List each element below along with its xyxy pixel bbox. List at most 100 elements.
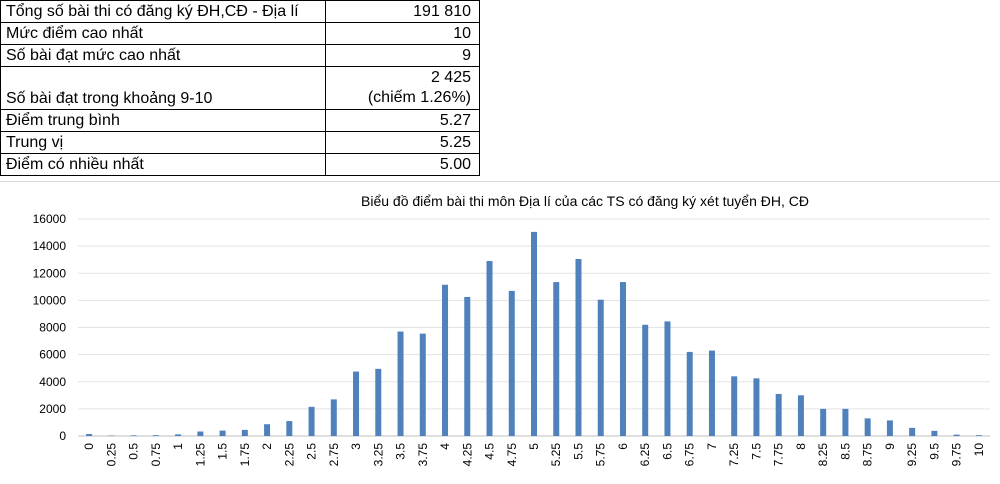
- chart-area: Biểu đồ điểm bài thi môn Địa lí của các …: [0, 181, 1000, 484]
- x-tick-label: 10: [972, 443, 986, 457]
- x-tick-label: 3.75: [416, 443, 430, 467]
- x-tick-label: 4.25: [460, 443, 474, 467]
- bar: [442, 284, 449, 436]
- y-tick-label: 0: [59, 429, 66, 443]
- y-tick-label: 2000: [39, 402, 66, 416]
- bar: [619, 282, 626, 436]
- bar: [353, 371, 360, 436]
- bar: [775, 393, 782, 436]
- x-tick-label: 6.5: [660, 443, 674, 460]
- bar: [842, 408, 849, 436]
- stats-row: Trung vị 5.25: [0, 131, 480, 154]
- x-tick-label: 6: [616, 443, 630, 450]
- x-tick-label: 7.5: [749, 443, 763, 460]
- x-tick-label: 8: [794, 443, 808, 450]
- bar-chart: Biểu đồ điểm bài thi môn Địa lí của các …: [33, 193, 990, 467]
- x-tick-label: 2.75: [327, 443, 341, 467]
- stats-label: Mức điểm cao nhất: [0, 22, 326, 45]
- stats-label: Điểm trung bình: [0, 109, 326, 132]
- bar: [797, 395, 804, 436]
- y-tick-label: 10000: [33, 293, 67, 307]
- bar: [553, 282, 560, 436]
- bar: [975, 435, 982, 436]
- bar: [375, 368, 382, 436]
- stats-label: Tổng số bài thi có đăng ký ĐH,CĐ - Địa l…: [0, 0, 326, 23]
- bar: [264, 424, 271, 436]
- bar: [241, 429, 248, 436]
- y-tick-label: 8000: [39, 321, 66, 335]
- bar: [86, 433, 93, 436]
- x-tick-label: 2.5: [305, 443, 319, 460]
- chart-title: Biểu đồ điểm bài thi môn Địa lí của các …: [361, 193, 809, 209]
- x-tick-label: 8.5: [838, 443, 852, 460]
- x-tick-label: 9.75: [950, 443, 964, 467]
- x-tick-label: 0.75: [149, 443, 163, 467]
- stats-row: Tổng số bài thi có đăng ký ĐH,CĐ - Địa l…: [0, 0, 480, 23]
- stats-row: Điểm có nhiều nhất 5.00: [0, 153, 480, 176]
- x-tick-label: 9.5: [927, 443, 941, 460]
- bar: [664, 321, 671, 436]
- bar: [886, 420, 893, 436]
- x-tick-label: 4.5: [483, 443, 497, 460]
- x-tick-label: 6.75: [683, 443, 697, 467]
- bar: [219, 430, 226, 436]
- bar: [575, 259, 582, 436]
- stats-value: 2 425 (chiếm 1.26%): [325, 66, 480, 110]
- stats-value: 5.25: [325, 131, 480, 154]
- x-tick-label: 6.25: [638, 443, 652, 467]
- bar: [731, 376, 738, 436]
- bar: [197, 431, 204, 436]
- bar: [642, 324, 649, 436]
- stats-value-count: 2 425: [430, 69, 471, 86]
- x-tick-label: 1: [171, 443, 185, 450]
- x-tick-label: 9.25: [905, 443, 919, 467]
- stats-label: Trung vị: [0, 131, 326, 154]
- stats-label: Số bài đạt mức cao nhất: [0, 44, 326, 67]
- y-tick-label: 4000: [39, 375, 66, 389]
- bar: [175, 434, 182, 436]
- bar: [464, 296, 471, 436]
- x-tick-label: 3.5: [394, 443, 408, 460]
- stats-value: 5.27: [325, 109, 480, 132]
- y-tick-label: 16000: [33, 212, 67, 226]
- stats-label: Số bài đạt trong khoảng 9-10: [0, 66, 326, 110]
- bar: [286, 421, 293, 436]
- stats-row: Số bài đạt trong khoảng 9-10 2 425 (chiế…: [0, 66, 480, 110]
- bar: [753, 378, 760, 436]
- x-tick-label: 0: [82, 443, 96, 450]
- stats-row: Số bài đạt mức cao nhất 9: [0, 44, 480, 67]
- bar: [909, 427, 916, 436]
- bar: [597, 299, 604, 436]
- y-tick-label: 14000: [33, 239, 67, 253]
- y-axis: 0 2000 4000 6000 8000 10000 12000 14000 16000: [33, 212, 67, 443]
- bar: [330, 399, 337, 436]
- x-tick-label: 4: [438, 443, 452, 450]
- bar: [953, 434, 960, 436]
- stats-row: Điểm trung bình 5.27: [0, 109, 480, 132]
- x-tick-label: 1.25: [193, 443, 207, 467]
- stats-table: Tổng số bài thi có đăng ký ĐH,CĐ - Địa l…: [0, 0, 480, 176]
- y-tick-label: 12000: [33, 266, 67, 280]
- stats-value: 5.00: [325, 153, 480, 176]
- x-tick-label: 3: [349, 443, 363, 450]
- x-tick-label: 5.75: [594, 443, 608, 467]
- bar: [708, 350, 715, 436]
- bar: [531, 231, 537, 436]
- stats-value: 9: [325, 44, 480, 67]
- x-tick-label: 4.75: [505, 443, 519, 467]
- stats-row: Mức điểm cao nhất 10: [0, 22, 480, 45]
- x-tick-label: 0.25: [104, 443, 118, 467]
- x-tick-label: 1.5: [216, 443, 230, 460]
- x-tick-label: 7.25: [727, 443, 741, 467]
- bar: [419, 333, 426, 436]
- bar: [130, 435, 137, 436]
- x-tick-label: 0.5: [127, 443, 141, 460]
- bar: [508, 290, 515, 436]
- x-tick-label: 5.5: [571, 443, 585, 460]
- bars: [86, 231, 982, 437]
- x-tick-label: 3.25: [371, 443, 385, 467]
- x-tick-label: 7.75: [772, 443, 786, 467]
- stats-value: 10: [325, 22, 480, 45]
- bar: [152, 435, 159, 436]
- bar: [486, 261, 493, 436]
